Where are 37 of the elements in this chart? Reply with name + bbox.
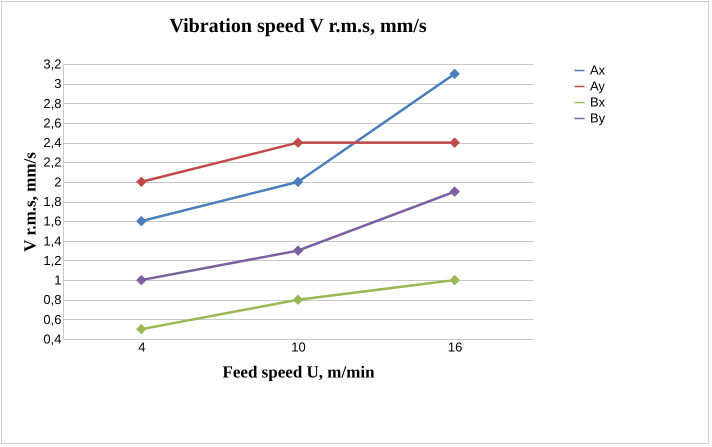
x-axis-title: Feed speed U, m/min [222, 362, 376, 382]
y-tick-label: 2 [54, 174, 62, 190]
legend-label: Ay [590, 78, 606, 94]
point [292, 294, 304, 305]
chart-title: Vibration speed V r.m.s, mm/s [169, 15, 427, 37]
y-tick-label: 3 [54, 76, 62, 92]
point [136, 216, 147, 226]
y-tick-label: 3,2 [43, 56, 62, 72]
x-tick-label: 4 [138, 340, 146, 354]
y-tick-label: 1,8 [43, 194, 62, 209]
point [449, 137, 460, 148]
y-tick-label: 0,8 [43, 292, 62, 308]
y-tick-label: 1 [54, 272, 62, 288]
point [292, 176, 304, 188]
x-tick-label: 16 [448, 340, 462, 354]
y-tick-label: 2,6 [43, 115, 62, 130]
y-tick-label: 0,4 [43, 332, 62, 346]
x-tick-label: 10 [291, 340, 306, 354]
y-tick-label: 1,6 [43, 214, 62, 229]
point [449, 68, 460, 80]
y-tick-label: 1,2 [43, 252, 62, 268]
y-axis-title: V r.m.s, mm/s [20, 152, 40, 252]
y-tick-label: 1,4 [43, 233, 62, 248]
y-tick-label: 2,2 [43, 154, 62, 170]
point [292, 245, 304, 256]
y-tick-label: 2,8 [43, 96, 62, 111]
point [449, 186, 460, 197]
point [449, 274, 460, 286]
point [136, 274, 147, 286]
point [136, 176, 147, 188]
point [292, 137, 304, 148]
y-tick-label: 2,4 [43, 135, 62, 150]
legend-label: By [590, 110, 606, 126]
y-tick-label: 0,6 [43, 312, 62, 327]
legend-label: Ax [590, 62, 606, 78]
point [136, 324, 147, 334]
legend-label: Bx [590, 94, 606, 110]
